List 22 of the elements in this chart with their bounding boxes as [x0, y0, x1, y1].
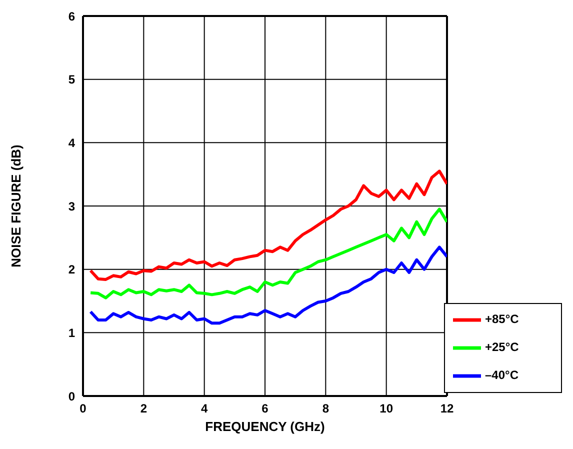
y-tick-label: 3 [68, 199, 76, 214]
line-series [89, 170, 447, 281]
x-tick-label: 12 [440, 402, 454, 416]
line-series [89, 208, 447, 300]
y-tick-label: 0 [68, 389, 76, 404]
y-axis-title: NOISE FIGURE (dB) [8, 144, 24, 268]
y-tick-label: 6 [68, 9, 76, 24]
x-tick-label: 10 [380, 402, 394, 416]
line-series [89, 246, 447, 325]
x-tick-label: 0 [80, 402, 87, 416]
x-tick-label: 8 [322, 402, 330, 416]
x-tick-label: 6 [262, 402, 269, 416]
legend-label: –40°C [485, 368, 518, 382]
y-tick-label: 1 [68, 326, 76, 340]
y-tick-label: 5 [68, 72, 76, 87]
x-axis-title: FREQUENCY (GHz) [205, 419, 325, 434]
legend-label: +25°C [485, 340, 519, 354]
x-tick-label: 4 [200, 402, 208, 416]
x-tick-label: 2 [140, 402, 148, 416]
y-tick-label: 2 [68, 262, 76, 277]
legend-label: +85°C [485, 312, 519, 326]
y-tick-label: 4 [68, 136, 76, 150]
